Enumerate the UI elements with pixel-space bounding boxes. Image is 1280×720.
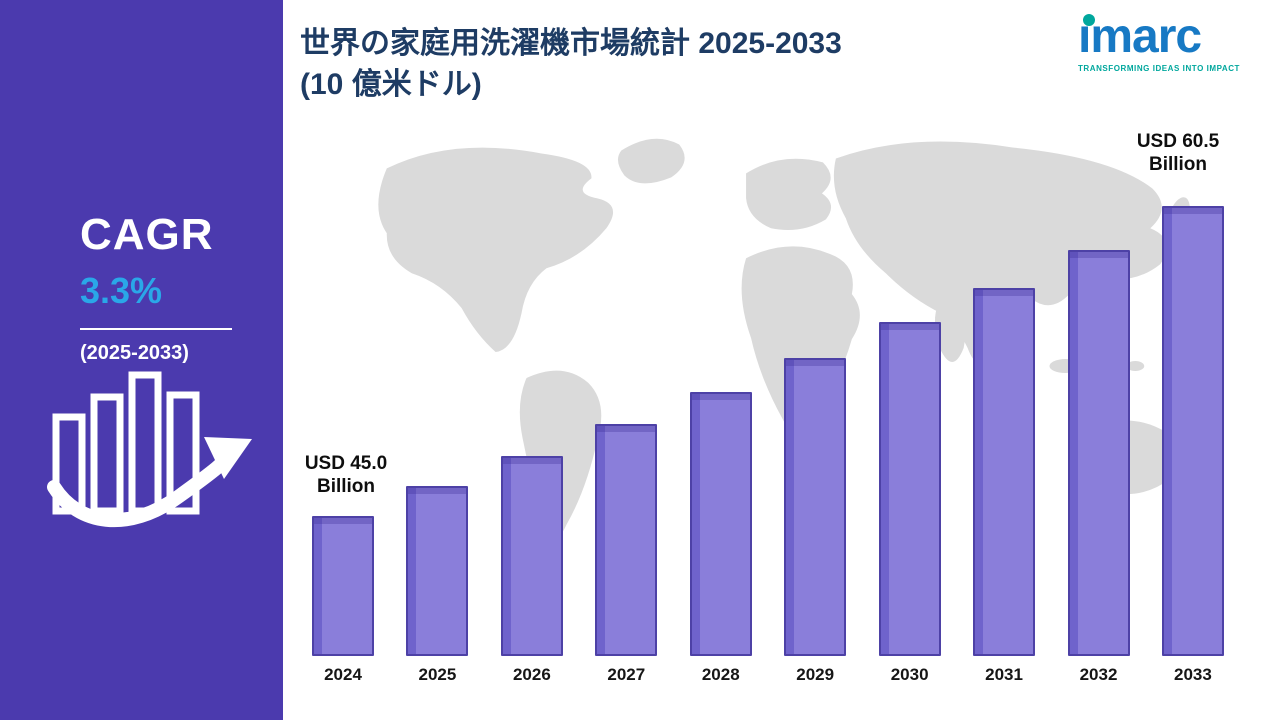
x-axis-label-2030: 2030 (890, 665, 929, 684)
x-axis-label-2028: 2028 (701, 665, 740, 684)
bar-2024 (312, 516, 374, 656)
x-axis-label-2032: 2032 (1079, 665, 1118, 684)
page-title-line2: (10 億米ドル) (300, 67, 482, 101)
bar-2030 (878, 322, 941, 656)
bar-column-2028: 2028 (689, 392, 752, 685)
bar-2026 (500, 456, 563, 656)
bar-column-2026: 2026 (500, 456, 563, 685)
bar-2029 (784, 358, 847, 656)
x-axis-label-2033: 2033 (1174, 665, 1212, 684)
bar-column-2030: 2030 (878, 322, 941, 685)
page-title-line1: 世界の家庭用洗濯機市場統計 2025-2033 (300, 27, 842, 60)
sidebar: CAGR 3.3% (2025-2033) (0, 0, 283, 720)
bar-2028 (689, 392, 752, 656)
bar-plot: 2024 2025 2026 2027 2028 2029 2030 2031 2032 2033 (312, 206, 1224, 685)
bar-column-2033: 2033 (1161, 206, 1224, 685)
bar-column-2025: 2025 (406, 486, 469, 685)
bar-2033 (1161, 206, 1224, 656)
x-axis-label-2031: 2031 (985, 665, 1023, 684)
bar-2032 (1067, 250, 1130, 656)
x-axis-label-2025: 2025 (418, 665, 457, 684)
bar-column-2029: 2029 (784, 358, 847, 685)
bar-column-2027: 2027 (595, 424, 658, 685)
imarc-logo-tagline: TRANSFORMING IDEAS INTO IMPACT (1078, 64, 1240, 74)
growth-chart-icon (46, 365, 258, 542)
imarc-logo: ımarc TRANSFORMING IDEAS INTO IMPACT (1078, 10, 1240, 74)
x-axis-label-2026: 2026 (512, 665, 551, 684)
value-label-last: USD 60.5 Billion (1136, 131, 1220, 176)
logo-dot-icon (1083, 14, 1095, 26)
bar-2027 (595, 424, 658, 656)
bar-column-2024: 2024 (312, 516, 374, 685)
page-title: 世界の家庭用洗濯機市場統計 2025-2033 (10 億米ドル) (300, 24, 1070, 105)
bar-column-2031: 2031 (973, 288, 1036, 685)
x-axis-label-2029: 2029 (796, 665, 835, 684)
bar-column-2032: 2032 (1067, 250, 1130, 685)
bar-2025 (406, 486, 469, 656)
bar-2031 (973, 288, 1036, 656)
cagr-value: 3.3% (80, 270, 163, 311)
x-axis-label-2024: 2024 (324, 665, 362, 684)
imarc-logo-text: ımarc (1078, 10, 1202, 63)
x-axis-label-2027: 2027 (607, 665, 646, 684)
divider (80, 328, 232, 330)
cagr-period: (2025-2033) (80, 342, 189, 364)
cagr-label: CAGR (80, 210, 214, 259)
cagr-block: CAGR 3.3% (2025-2033) (80, 210, 232, 365)
value-label-first: USD 45.0 Billion (304, 453, 388, 498)
